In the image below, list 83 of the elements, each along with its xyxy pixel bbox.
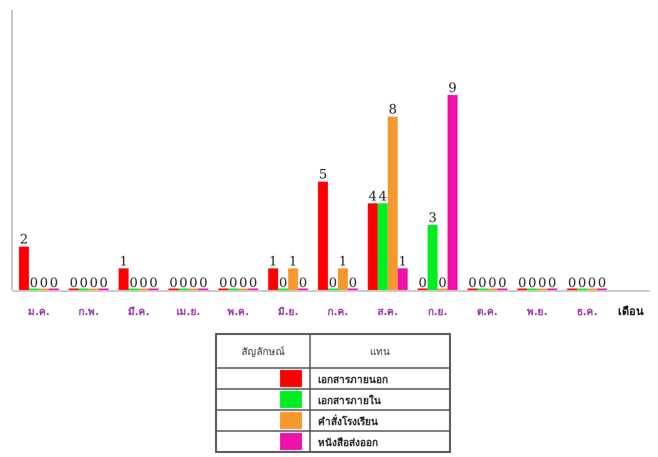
bar xyxy=(288,268,298,290)
data-label: 0 xyxy=(249,276,258,291)
data-label: 0 xyxy=(478,276,487,291)
data-label: 0 xyxy=(298,276,308,291)
x-tick-label: ก.ค. xyxy=(328,307,348,318)
data-label: 0 xyxy=(199,276,208,291)
data-label: 5 xyxy=(318,168,328,183)
data-label: 1 xyxy=(398,254,407,270)
data-label: 0 xyxy=(528,276,536,291)
data-label: 0 xyxy=(229,276,238,291)
x-tick-label: ส.ค. xyxy=(377,307,398,318)
data-label: 0 xyxy=(100,276,108,291)
data-label: 0 xyxy=(468,276,477,291)
legend-item: เอกสารภายใน xyxy=(280,391,381,408)
data-label: 0 xyxy=(219,276,228,291)
bar xyxy=(368,203,378,290)
x-tick-label: มี.ค. xyxy=(128,306,150,318)
legend-title: สัญลักษณ์ xyxy=(242,346,284,358)
data-label: 0 xyxy=(50,276,58,291)
x-tick-label: ธ.ค. xyxy=(576,307,598,318)
data-label: 0 xyxy=(548,276,556,291)
x-tick-label: ต.ค. xyxy=(477,307,498,318)
legend-item: คำสั่งโรงเรียน xyxy=(280,412,378,429)
data-label: 0 xyxy=(438,276,447,291)
text: แทน xyxy=(370,347,390,358)
x-tick-label: มิ.ย. xyxy=(278,306,298,318)
data-label: 9 xyxy=(448,81,457,96)
data-label: 0 xyxy=(488,276,497,291)
data-label: 0 xyxy=(169,276,178,291)
x-tick-label: พ.ค. xyxy=(227,307,250,318)
bar xyxy=(268,268,278,290)
bar xyxy=(378,203,388,290)
data-label: 0 xyxy=(588,276,596,291)
data-label: 0 xyxy=(578,276,586,291)
bar xyxy=(448,95,458,290)
legend-item: หนังสือส่งออก xyxy=(280,433,378,450)
data-label: 4 xyxy=(368,189,377,204)
data-label: 0 xyxy=(538,276,546,291)
bar xyxy=(18,246,29,290)
data-label: 0 xyxy=(598,276,606,291)
data-label: 0 xyxy=(40,276,48,291)
legend-item: เอกสารภายนอก xyxy=(280,370,388,387)
data-label: 8 xyxy=(388,102,397,118)
data-label: 0 xyxy=(189,276,198,291)
data-label: 1 xyxy=(288,254,298,270)
x-axis-title: เดือน xyxy=(618,305,644,318)
x-tick-label: ก.ย. xyxy=(428,307,448,318)
data-label: 0 xyxy=(239,276,248,291)
legend-label: เอกสารภายนอก xyxy=(318,375,388,386)
data-label: 0 xyxy=(80,276,88,291)
x-tick-label: ม.ค. xyxy=(28,307,50,318)
data-label: 0 xyxy=(568,276,576,291)
legend-label: หนังสือส่งออก xyxy=(318,437,378,449)
bar xyxy=(338,268,348,290)
data-label: 2 xyxy=(20,232,28,248)
data-label: 0 xyxy=(179,276,188,291)
data-label: 0 xyxy=(498,276,507,291)
bar xyxy=(398,268,408,290)
data-label: 0 xyxy=(30,276,38,291)
bar xyxy=(428,225,438,290)
x-tick-label: ก.พ. xyxy=(78,307,100,318)
data-label: 0 xyxy=(139,276,148,291)
legend-label: เอกสารภายใน xyxy=(318,394,381,407)
bar xyxy=(318,182,328,290)
data-label: 0 xyxy=(278,276,288,291)
x-tick-label: พ.ย. xyxy=(526,307,548,318)
data-label: 1 xyxy=(338,254,348,270)
data-label: 0 xyxy=(129,276,138,291)
data-label: 0 xyxy=(518,276,526,291)
legend-label: คำสั่งโรงเรียน xyxy=(318,414,378,428)
data-label: 0 xyxy=(328,276,338,291)
data-label: 1 xyxy=(268,254,278,270)
data-label: 0 xyxy=(348,276,358,291)
bar xyxy=(118,268,129,290)
data-label: 0 xyxy=(70,276,78,291)
x-tick-label: เม.ย. xyxy=(176,307,200,318)
data-label: 1 xyxy=(119,254,128,270)
data-label: 0 xyxy=(90,276,98,291)
data-label: 3 xyxy=(428,211,437,226)
data-label: 0 xyxy=(418,276,427,291)
data-label: 0 xyxy=(149,276,158,291)
data-label: 4 xyxy=(378,189,387,204)
bar xyxy=(388,116,398,290)
